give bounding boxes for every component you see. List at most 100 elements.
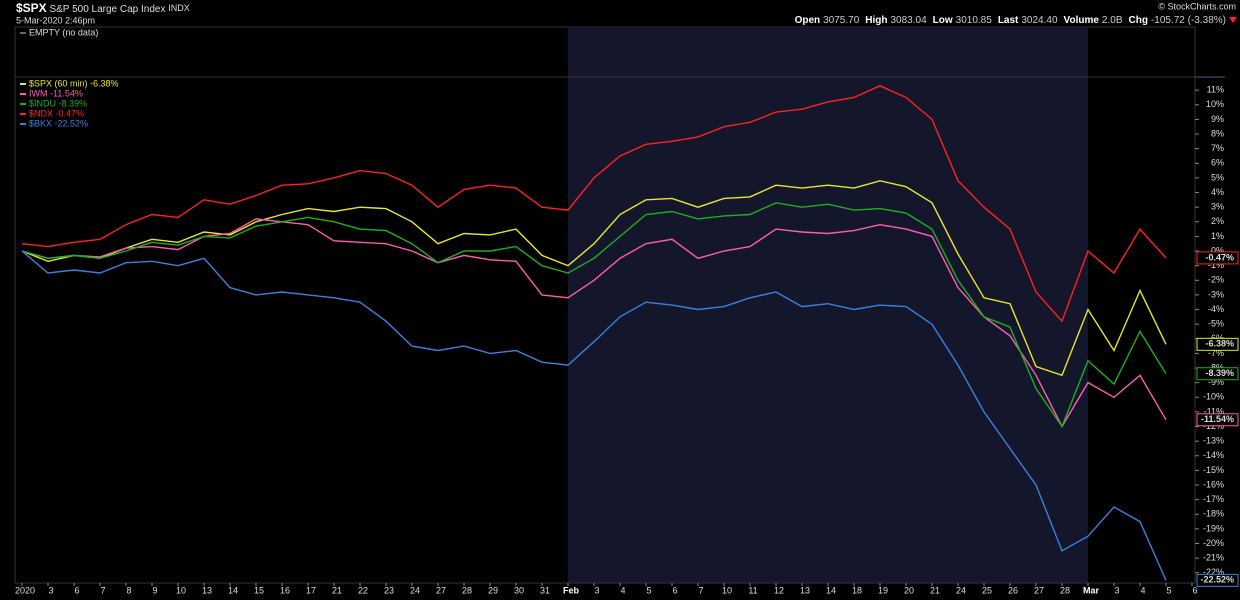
- exchange: INDX: [168, 3, 190, 13]
- last-value-label: -0.47%: [1205, 252, 1234, 262]
- x-tick-label: 10: [176, 585, 186, 595]
- index-name: S&P 500 Large Cap Index: [49, 4, 165, 15]
- x-tick-label: 21: [930, 585, 940, 595]
- y-tick-label: 6%: [1211, 158, 1224, 168]
- stat-value: -105.72 (-3.38%): [1151, 15, 1226, 26]
- x-tick-label: Mar: [1083, 585, 1100, 595]
- x-tick-label: 22: [358, 585, 368, 595]
- symbol: $SPX: [16, 1, 47, 15]
- x-tick-label: 10: [722, 585, 732, 595]
- y-tick-label: 0%: [1211, 245, 1224, 255]
- x-tick-label: 5: [1166, 585, 1171, 595]
- copyright: © StockCharts.com: [1158, 1, 1236, 11]
- y-tick-label: -3%: [1208, 289, 1224, 299]
- y-tick-label: -4%: [1208, 304, 1224, 314]
- x-tick-label: 6: [74, 585, 79, 595]
- x-tick-label: 13: [800, 585, 810, 595]
- x-tick-label: 14: [826, 585, 836, 595]
- x-tick-label: 14: [228, 585, 238, 595]
- y-tick-label: 3%: [1211, 202, 1224, 212]
- series-line: [21, 85, 1167, 323]
- x-tick-label: 26: [1008, 585, 1018, 595]
- y-tick-label: 7%: [1211, 143, 1224, 153]
- legend-entry: $INDU -8.39%: [29, 98, 87, 108]
- last-value-box: [1196, 251, 1239, 265]
- x-tick-label: 7: [100, 585, 105, 595]
- x-tick-label: 27: [1034, 585, 1044, 595]
- y-tick-label: -10%: [1203, 392, 1224, 402]
- stats: Open 3075.70 High 3083.04 Low 3010.85 Last 3024…: [795, 15, 1226, 26]
- header-title: $SPX S&P 500 Large Cap Index INDX: [16, 1, 190, 15]
- x-tick-label: 4: [1140, 585, 1145, 595]
- x-tick-label: 15: [254, 585, 264, 595]
- y-tick-label: 4%: [1211, 187, 1224, 197]
- series-line: [21, 180, 1167, 377]
- stat-label: Volume: [1064, 15, 1100, 26]
- last-value-label: -8.39%: [1205, 368, 1234, 378]
- x-tick-label: 16: [280, 585, 290, 595]
- x-tick-label: 25: [982, 585, 992, 595]
- y-tick-label: -5%: [1208, 319, 1224, 329]
- stat-value: 3083.04: [891, 15, 928, 26]
- legend-entry: $SPX (60 min) -6.38%: [29, 78, 119, 88]
- y-tick-label: 8%: [1211, 128, 1224, 138]
- y-tick-label: -14%: [1203, 450, 1224, 460]
- x-tick-label: 31: [540, 585, 550, 595]
- upper-legend: EMPTY (no data): [29, 27, 98, 37]
- y-tick-label: -11%: [1204, 406, 1224, 416]
- y-tick-label: -7%: [1208, 348, 1224, 358]
- stat-value: 3075.70: [823, 15, 860, 26]
- x-tick-label: 28: [1060, 585, 1070, 595]
- y-tick-label: -21%: [1203, 553, 1224, 563]
- y-tick-label: -2%: [1208, 275, 1224, 285]
- down-arrow: [1229, 17, 1237, 23]
- last-value-box: [1196, 367, 1239, 381]
- y-tick-label: -22%: [1203, 567, 1224, 577]
- x-tick-label: 18: [852, 585, 862, 595]
- y-tick-label: -15%: [1203, 465, 1224, 475]
- plot-frame: [14, 76, 1196, 584]
- x-tick-label: 7: [698, 585, 703, 595]
- x-tick-label: 3: [1114, 585, 1119, 595]
- x-tick-label: 11: [748, 585, 757, 595]
- x-tick-label: 24: [410, 585, 420, 595]
- y-tick-label: -19%: [1203, 523, 1224, 533]
- x-tick-label: 17: [306, 585, 316, 595]
- x-tick-label: 24: [956, 585, 966, 595]
- x-tick-label: 3: [48, 585, 53, 595]
- x-tick-label: 12: [774, 585, 784, 595]
- x-tick-label: 28: [462, 585, 472, 595]
- series-line: [21, 250, 1167, 581]
- y-tick-label: 1%: [1211, 231, 1224, 241]
- y-tick-label: 11%: [1207, 85, 1224, 95]
- date: 5-Mar-2020 2:46pm: [16, 15, 95, 25]
- x-tick-label: 4: [620, 585, 625, 595]
- x-tick-label: 13: [202, 585, 212, 595]
- y-tick-label: 5%: [1211, 172, 1224, 182]
- last-value-label: -22.52%: [1200, 575, 1234, 585]
- stat-label: High: [865, 15, 887, 26]
- y-tick-label: -18%: [1203, 509, 1224, 519]
- y-tick-label: -9%: [1208, 377, 1224, 387]
- y-tick-label: -16%: [1203, 479, 1224, 489]
- x-tick-label: 6: [1192, 585, 1197, 595]
- x-tick-label: 21: [332, 585, 342, 595]
- last-value-box: [1196, 337, 1239, 351]
- legend-entry: IWM -11.54%: [29, 88, 83, 98]
- stat-label: Last: [998, 15, 1019, 26]
- last-value-label: -11.54%: [1201, 414, 1234, 424]
- y-tick-label: 2%: [1211, 216, 1224, 226]
- last-value-label: -6.38%: [1205, 339, 1234, 349]
- stat-label: Open: [795, 15, 821, 26]
- x-tick-label: 29: [488, 585, 498, 595]
- x-tick-label: 20: [904, 585, 914, 595]
- x-tick-label: 8: [126, 585, 131, 595]
- y-tick-label: 9%: [1211, 114, 1224, 124]
- stat-value: 2.0B: [1102, 15, 1123, 26]
- month-shade: [568, 27, 1088, 583]
- y-tick-label: 10%: [1206, 99, 1224, 109]
- y-tick-label: -20%: [1203, 538, 1224, 548]
- stat-label: Low: [933, 15, 953, 26]
